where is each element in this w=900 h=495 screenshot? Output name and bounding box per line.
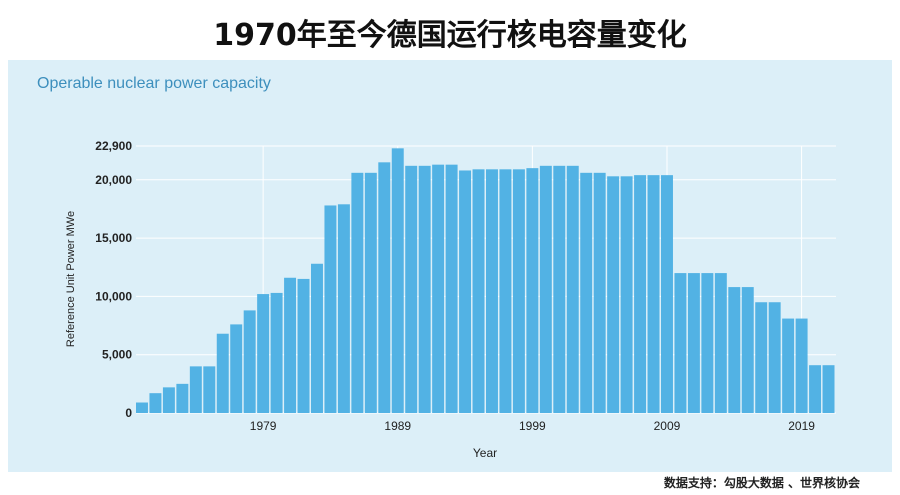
bar — [311, 263, 323, 413]
bar — [337, 204, 350, 413]
bar — [149, 393, 162, 413]
bar — [701, 273, 714, 413]
bars — [136, 148, 835, 413]
bar — [755, 302, 768, 413]
bar — [526, 168, 539, 413]
bar — [607, 176, 620, 413]
bar — [472, 169, 485, 413]
bar — [203, 366, 216, 413]
bar — [661, 175, 673, 413]
bar — [647, 175, 660, 413]
y-tick-label: 10,000 — [95, 289, 132, 303]
bar — [620, 176, 633, 413]
bar — [189, 366, 202, 413]
bar — [566, 165, 579, 413]
bar — [741, 287, 754, 413]
bar — [378, 162, 391, 413]
bar — [499, 169, 512, 413]
bar — [418, 165, 431, 413]
bar — [391, 148, 404, 413]
y-tick-label: 0 — [125, 406, 132, 420]
bar — [539, 165, 552, 413]
bar — [674, 273, 687, 413]
bar — [593, 172, 606, 413]
y-tick-label: 15,000 — [95, 231, 132, 245]
x-tick-label: 1999 — [519, 419, 546, 433]
bar — [176, 383, 189, 413]
bar — [136, 402, 148, 413]
bar — [297, 278, 310, 413]
bar — [243, 310, 256, 413]
bar — [768, 302, 781, 413]
bar — [486, 169, 498, 413]
y-tick-label: 5,000 — [102, 348, 132, 362]
y-axis-label: Reference Unit Power MWe — [65, 211, 77, 347]
bar — [512, 169, 525, 413]
bar — [324, 205, 337, 413]
bar — [809, 365, 822, 413]
x-tick-label: 1979 — [250, 419, 277, 433]
bar — [580, 172, 593, 413]
y-tick-label: 22,900 — [95, 139, 132, 153]
x-tick-label: 2019 — [788, 419, 815, 433]
bar — [216, 333, 229, 413]
bar — [459, 170, 472, 413]
y-axis-ticks: 0 5,000 10,000 15,000 20,000 22,900 — [95, 139, 132, 420]
bar — [162, 387, 175, 413]
bar — [351, 172, 364, 413]
bar — [782, 318, 795, 413]
x-tick-label: 2009 — [654, 419, 681, 433]
bar — [687, 273, 700, 413]
bar — [728, 287, 741, 413]
bar — [405, 165, 418, 413]
x-tick-label: 1989 — [384, 419, 411, 433]
bar — [284, 277, 297, 413]
bar — [432, 164, 445, 413]
bar — [795, 318, 808, 413]
bar — [634, 175, 647, 413]
bar — [270, 292, 283, 413]
bar — [257, 294, 270, 413]
chart-subtitle: Operable nuclear power capacity — [37, 75, 271, 92]
bar — [230, 324, 243, 413]
x-axis-ticks: 1979 1989 1999 2009 2019 — [250, 419, 815, 433]
x-axis-label: Year — [473, 446, 497, 460]
y-tick-label: 20,000 — [95, 173, 132, 187]
bar — [822, 365, 835, 413]
source-note: 数据支持：勾股大数据 、世界核协会 — [663, 476, 860, 490]
bar — [445, 164, 458, 413]
bar — [714, 273, 727, 413]
bar — [553, 165, 566, 413]
bar — [364, 172, 377, 413]
chart-title: 1970年至今德国运行核电容量变化 — [213, 18, 687, 53]
